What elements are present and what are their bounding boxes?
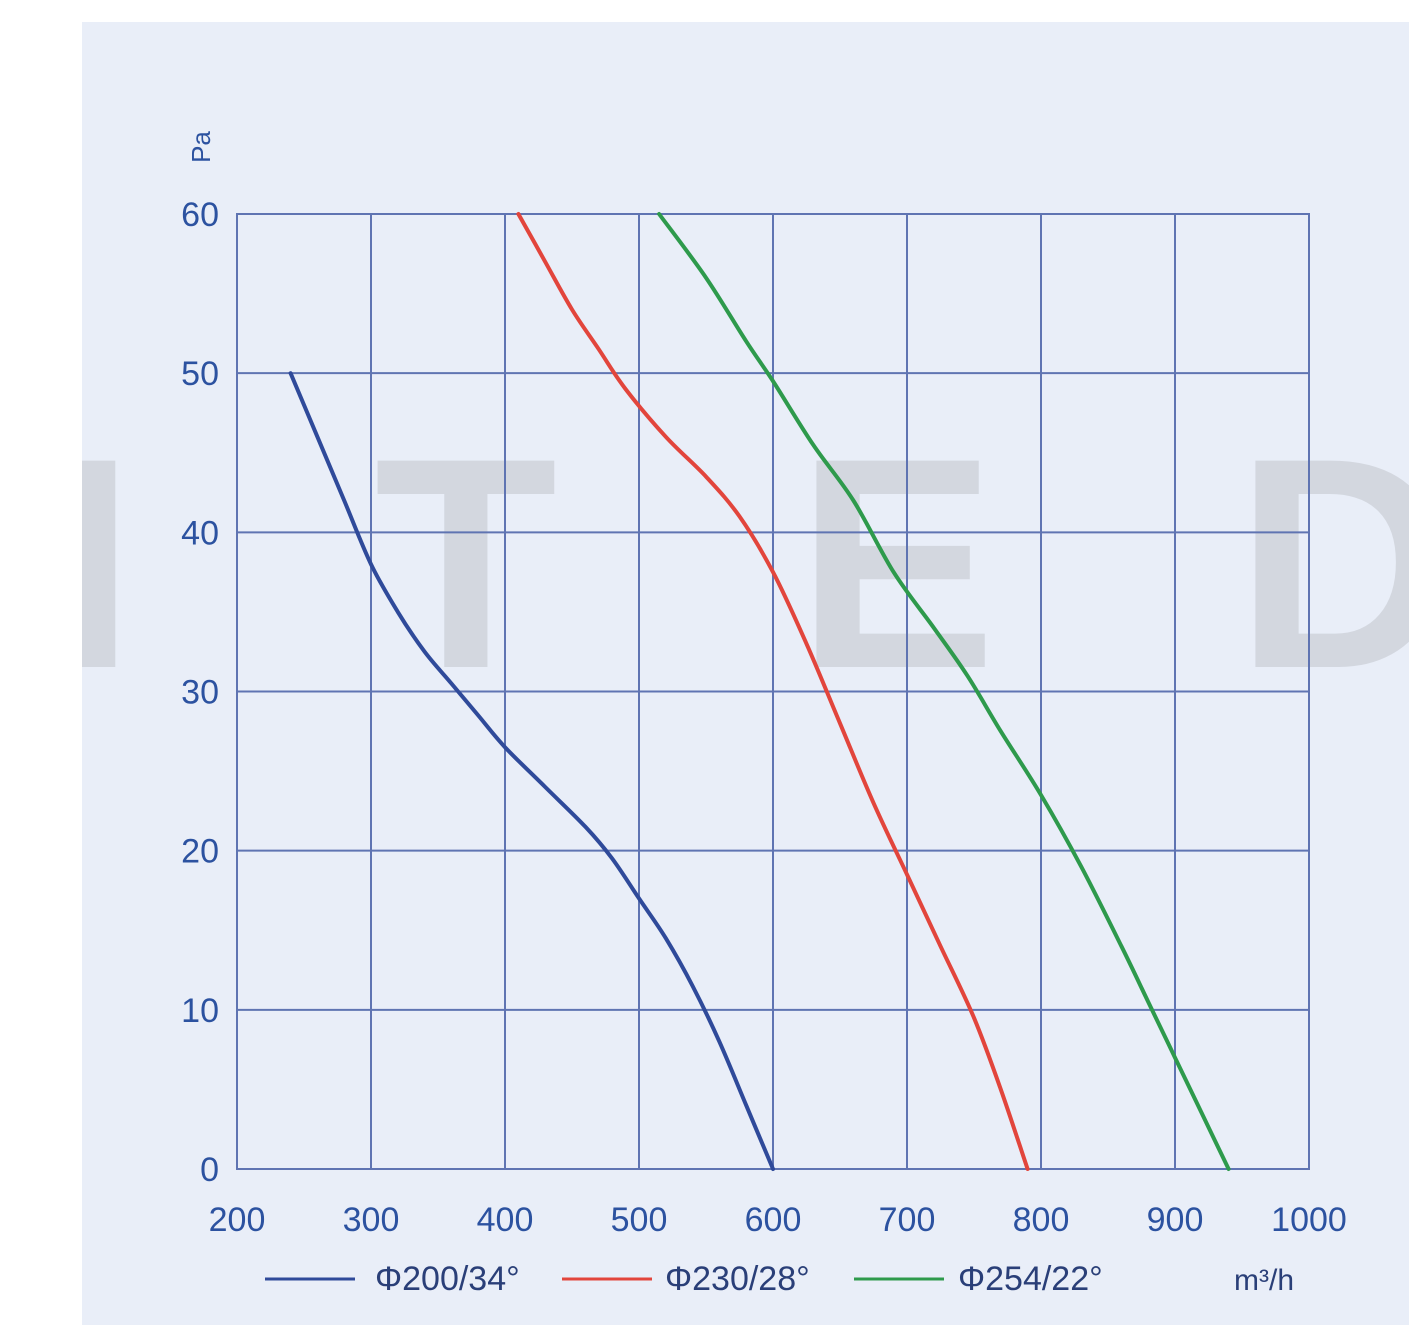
grid <box>236 213 1310 1170</box>
series-line-3 <box>657 212 1231 1171</box>
x-tick-label: 200 <box>209 1201 266 1239</box>
y-tick-label: 10 <box>181 992 219 1030</box>
performance-chart: I T E D 200 300 400 500 600 700 800 900 10000102… <box>82 131 1409 1298</box>
x-tick-label: 400 <box>477 1201 534 1239</box>
x-tick-label: 800 <box>1013 1201 1070 1239</box>
watermark: I T E D <box>82 395 1409 731</box>
y-tick-label: 30 <box>181 674 219 712</box>
legend: Φ200/34° Φ230/28° Φ254/22° m³/h <box>265 1260 1294 1298</box>
y-tick-label: 40 <box>181 514 219 552</box>
x-tick-label: 1000 <box>1271 1201 1347 1239</box>
axes: 200 300 400 500 600 700 800 900 1000 0 10 20 30 40 50 6… <box>181 131 1347 1239</box>
series-line-2 <box>516 212 1030 1171</box>
y-axis-label: Pa <box>186 131 216 163</box>
series-line-1 <box>288 371 775 1171</box>
legend-label-1: Φ200/34° <box>375 1260 520 1298</box>
x-axis-unit-label: m³/h <box>1234 1264 1294 1297</box>
y-tick-label: 50 <box>181 355 219 393</box>
y-tick-label: 0 <box>200 1151 219 1189</box>
x-tick-label: 300 <box>343 1201 400 1239</box>
x-tick-label: 500 <box>611 1201 668 1239</box>
legend-label-2: Φ230/28° <box>665 1260 810 1298</box>
chart-panel: I T E D 200 300 400 500 600 700 800 900 1000 0 10 2… <box>82 22 1409 1325</box>
y-tick-label: 60 <box>181 196 219 234</box>
x-tick-label: 700 <box>879 1201 936 1239</box>
y-tick-label: 20 <box>181 833 219 871</box>
legend-label-3: Φ254/22° <box>958 1260 1103 1298</box>
series-lines <box>288 212 1231 1171</box>
x-tick-label: 600 <box>745 1201 802 1239</box>
x-tick-label: 900 <box>1147 1201 1204 1239</box>
